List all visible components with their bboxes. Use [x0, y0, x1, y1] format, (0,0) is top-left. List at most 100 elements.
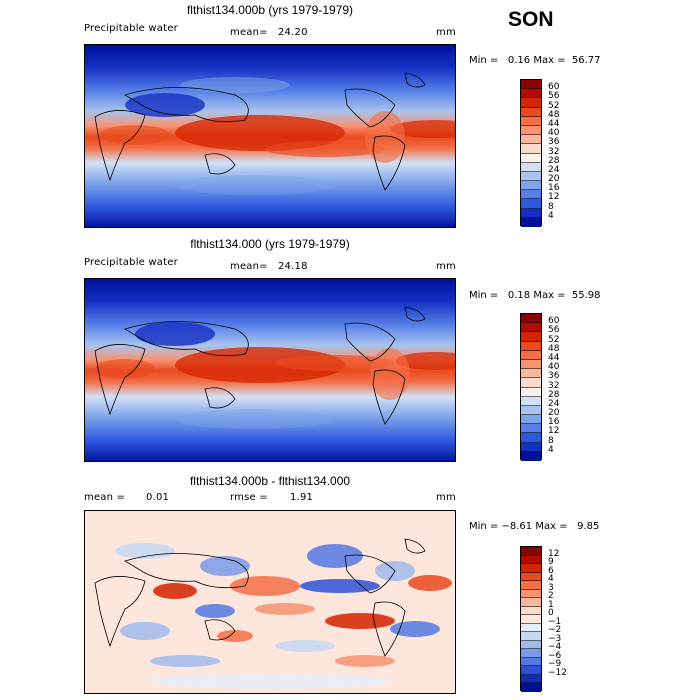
panel-2-colorbar-cell	[521, 451, 541, 461]
panel-2-colorbar	[520, 313, 542, 461]
panel-2-colorbar-label: 28	[548, 389, 560, 400]
panel-2-minmax: Min = 0.18 Max = 55.98	[469, 290, 601, 301]
panel-1-colorbar-cell	[521, 217, 541, 227]
panel-2-colorbar-label: 16	[548, 417, 560, 428]
panel-2-colorbar-label: 8	[548, 435, 554, 446]
panel-1-colorbar-label: 20	[548, 174, 560, 185]
panel-1-minmax: Min = 0.16 Max = 56.77	[469, 55, 601, 66]
panel-3-colorbar-label: 12	[548, 548, 560, 559]
panel-1-colorbar-label: 24	[548, 164, 560, 175]
panel-3-colorbar-cell	[521, 623, 541, 633]
panel-2-max-value: 55.98	[571, 290, 601, 301]
panel-3-rmse-label: rmse =	[230, 492, 268, 503]
panel-1-colorbar-label: 44	[548, 118, 560, 129]
panel-1-colorbar-cell	[521, 153, 541, 163]
panel-1-colorbar-label: 12	[548, 192, 560, 203]
panel-1-colorbar-cell	[521, 125, 541, 136]
panel-3-colorbar-cell	[521, 598, 541, 607]
panel-1-colorbar-label: 4	[548, 210, 554, 221]
panel-3-colorbar-cell	[521, 547, 541, 556]
panel-2-min-label: Min =	[469, 290, 499, 301]
panel-2-colorbar-label: 60	[548, 316, 560, 327]
panel-2-mean-label: mean=	[230, 261, 268, 272]
panel-3-min-value: −8.61	[501, 521, 533, 532]
panel-1-colorbar-cell	[521, 144, 541, 154]
panel-2-colorbar-label: 20	[548, 408, 560, 419]
panel-2-colorbar-cell	[521, 415, 541, 425]
panel-2-colorbar-cell	[521, 424, 541, 434]
panel-3-colorbar-cell	[521, 666, 541, 675]
panel-3-colorbar-label: 0	[548, 608, 554, 619]
panel-1-mean-label: mean=	[230, 27, 268, 38]
panel-1-colorbar-cell	[521, 107, 541, 117]
panel-2-colorbar-label: 40	[548, 362, 560, 373]
panel-1-colorbar-label: 8	[548, 201, 554, 212]
panel-2-colorbar-label: 48	[548, 343, 560, 354]
panel-3-colorbar-cell	[521, 649, 541, 658]
panel-2-colorbar-cell	[521, 350, 541, 360]
panel-3-colorbar-label: −9	[548, 659, 562, 670]
panel-2-variable-label: Precipitable water	[84, 257, 178, 268]
panel-2-min-value: 0.18	[507, 290, 531, 301]
panel-3-units: mm	[436, 492, 456, 503]
panel-1-colorbar-label: 56	[548, 91, 560, 102]
panel-1-colorbar-cell	[521, 80, 541, 90]
panel-1-map	[84, 44, 456, 228]
panel-1-colorbar-cell	[521, 89, 541, 99]
panel-3-colorbar-label: −12	[548, 667, 567, 678]
panel-2-colorbar-label: 44	[548, 352, 560, 363]
panel-3-map	[84, 510, 456, 694]
panel-1-min-value: 0.16	[507, 55, 531, 66]
panel-3-min-label: Min =	[469, 521, 499, 532]
season-label: SON	[508, 8, 554, 31]
panel-3-rmse-value: 1.91	[290, 492, 314, 503]
panel-1-colorbar-label: 16	[548, 183, 560, 194]
panel-1-colorbar-cell	[521, 162, 541, 172]
panel-3-colorbar-label: −4	[548, 642, 562, 653]
panel-1-colorbar-cell	[521, 116, 541, 126]
panel-2-map-field	[85, 279, 455, 461]
panel-2-colorbar-cell	[521, 314, 541, 324]
panel-1-colorbar-cell	[521, 208, 541, 218]
panel-2-units: mm	[436, 261, 456, 272]
panel-3-mean-value: 0.01	[146, 492, 170, 503]
panel-3-colorbar-label: 1	[548, 599, 554, 610]
panel-3-colorbar-label: 6	[548, 565, 554, 576]
panel-3-colorbar-cell	[521, 615, 541, 624]
panel-3-colorbar-cell	[521, 555, 541, 565]
panel-1-max-label: Max =	[533, 55, 566, 66]
panel-3-colorbar-cell	[521, 632, 541, 641]
panel-1-colorbar-cell	[521, 190, 541, 200]
panel-3-colorbar-label: −1	[548, 616, 562, 627]
panel-2-mean-value: 24.18	[278, 261, 308, 272]
panel-2-colorbar-label: 52	[548, 334, 560, 345]
panel-3-colorbar-label: −3	[548, 633, 562, 644]
panel-2-max-label: Max =	[533, 290, 566, 301]
panel-3-colorbar-label: 9	[548, 557, 554, 568]
panel-1-colorbar-label: 32	[548, 146, 560, 157]
panel-2-colorbar-label: 12	[548, 426, 560, 437]
panel-2-map	[84, 278, 456, 462]
panel-2-colorbar-cell	[521, 378, 541, 388]
panel-3-max-value: 9.85	[577, 521, 600, 532]
panel-1-colorbar-cell	[521, 199, 541, 209]
panel-3-colorbar-label: 3	[548, 582, 554, 593]
panel-1-colorbar-cell	[521, 171, 541, 182]
panel-3-colorbar-cell	[521, 589, 541, 599]
panel-3-colorbar-cell	[521, 581, 541, 590]
panel-2-colorbar-cell	[521, 405, 541, 416]
panel-1-colorbar-label: 60	[548, 82, 560, 93]
panel-1-colorbar-cell	[521, 181, 541, 191]
panel-1-colorbar-label: 36	[548, 137, 560, 148]
panel-2-colorbar-label: 32	[548, 380, 560, 391]
panel-3-colorbar-cell	[521, 683, 541, 692]
panel-3-title: flthist134.000b - flthist134.000	[189, 474, 351, 488]
panel-1-colorbar	[520, 79, 542, 227]
panel-2-colorbar-cell	[521, 323, 541, 333]
panel-3-mean-label: mean =	[84, 492, 126, 503]
panel-1-mean-value: 24.20	[278, 27, 308, 38]
panel-1-max-value: 56.77	[571, 55, 601, 66]
panel-3-colorbar-label: −2	[548, 625, 562, 636]
panel-1-units: mm	[436, 27, 456, 38]
panel-2-colorbar-cell	[521, 442, 541, 452]
